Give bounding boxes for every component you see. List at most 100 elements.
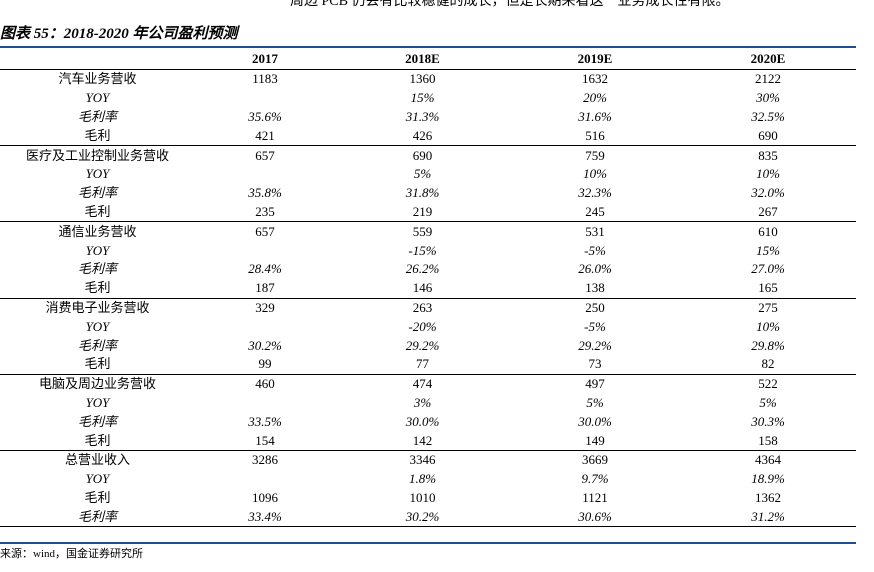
table-cell: 267: [680, 202, 856, 223]
table-cell: 77: [335, 354, 510, 375]
table-cell: 1360: [409, 71, 436, 87]
row-label: 毛利率: [77, 413, 117, 429]
table-cell: 142: [335, 431, 510, 451]
column-header: 2017: [195, 49, 335, 70]
table-cell: 3669: [582, 452, 608, 468]
table-cell: 31.8%: [405, 185, 440, 201]
source-note: 来源：wind，国金证券研究所: [0, 548, 143, 560]
table-cell: 250: [585, 299, 605, 315]
row-label: YOY: [85, 471, 110, 487]
table-row: YOY 3% 5% 5%: [0, 394, 856, 413]
row-label: 毛利: [0, 431, 195, 451]
table-cell: [195, 470, 335, 489]
bottom-rule: [0, 542, 856, 544]
table-cell: 1010: [409, 489, 436, 505]
row-label: YOY: [85, 242, 110, 258]
table-cell: 30.3%: [751, 413, 785, 429]
table-cell: 27.0%: [751, 261, 785, 277]
table-cell: 275: [758, 299, 778, 315]
table-cell: 30.2%: [248, 337, 282, 353]
table-cell: 29.8%: [751, 337, 785, 353]
row-label: 总营业收入: [64, 452, 130, 468]
top-rule: [0, 46, 856, 48]
table-cell: [195, 89, 335, 108]
table-cell: 32.3%: [578, 185, 612, 201]
table-cell: -5%: [584, 242, 606, 258]
table-cell: 5%: [759, 394, 777, 410]
table-row: 电脑及周边业务营收 460 474 497 522: [0, 374, 856, 393]
table-cell: [195, 394, 335, 413]
table-row: 消费电子业务营收 329 263 250 275: [0, 298, 856, 317]
table-cell: 497: [585, 376, 605, 392]
table-cell: 690: [680, 126, 856, 147]
table-row: YOY 5% 10% 10%: [0, 165, 856, 184]
table-cell: 15%: [756, 242, 780, 258]
table-cell: 10%: [756, 318, 780, 334]
table-header-row: 2017 2018E 2019E 2020E: [0, 49, 856, 70]
table-row: 毛利 154 142 149 158: [0, 431, 856, 451]
table-cell: 149: [510, 431, 680, 451]
table-cell: 82: [680, 354, 856, 375]
table-row: 毛利 187 146 138 165: [0, 278, 856, 299]
row-label: YOY: [85, 90, 110, 106]
table-cell: 30.2%: [335, 507, 510, 528]
table-cell: 26.0%: [578, 261, 612, 277]
table-cell: 690: [412, 147, 433, 163]
table-cell: 329: [255, 299, 275, 315]
row-label: 毛利率: [0, 507, 195, 528]
table-cell: 28.4%: [248, 261, 282, 277]
table-cell: 1.8%: [408, 471, 437, 487]
row-label: 通信业务营收: [58, 223, 137, 239]
row-label: 毛利率: [77, 108, 117, 124]
table-cell: 235: [195, 202, 335, 223]
table-row: YOY 15% 20% 30%: [0, 89, 856, 108]
table-cell: 154: [195, 431, 335, 451]
table-row: 毛利率 33.5% 30.0% 30.0% 30.3%: [0, 412, 856, 431]
table-cell: 759: [585, 147, 605, 163]
table-cell: 263: [412, 299, 433, 315]
row-label: 医疗及工业控制业务营收: [25, 147, 169, 163]
table-cell: 835: [758, 147, 778, 163]
table-cell: 99: [195, 354, 335, 375]
table-cell: 3286: [252, 452, 278, 468]
table-cell: -20%: [408, 318, 437, 334]
table-row: 毛利率 28.4% 26.2% 26.0% 27.0%: [0, 260, 856, 279]
table-cell: 30.0%: [578, 413, 612, 429]
table-cell: 3%: [413, 394, 432, 410]
table-cell: 421: [195, 126, 335, 147]
table-cell: 73: [510, 354, 680, 375]
table-cell: 29.2%: [405, 337, 440, 353]
table-cell: 559: [412, 223, 433, 239]
row-label: 毛利率: [77, 261, 117, 277]
table-cell: 10%: [583, 166, 607, 182]
row-label: 毛利: [0, 278, 195, 299]
table-cell: 522: [758, 376, 778, 392]
table-row: 毛利 235 219 245 267: [0, 202, 856, 223]
table-cell: [195, 317, 335, 336]
table-row: 毛利 99 77 73 82: [0, 354, 856, 375]
table-cell: 245: [510, 202, 680, 223]
table-cell: 426: [335, 126, 510, 147]
table-row: 医疗及工业控制业务营收 657 690 759 835: [0, 146, 856, 165]
table-cell: 5%: [586, 394, 604, 410]
table-cell: 531: [585, 223, 605, 239]
table-cell: 31.6%: [578, 108, 612, 124]
table-cell: 1183: [252, 71, 278, 87]
table-cell: 610: [758, 223, 778, 239]
row-label: YOY: [85, 394, 110, 410]
column-header: 2020E: [680, 49, 856, 70]
table-row: 毛利 421 426 516 690: [0, 126, 856, 147]
table-cell: 20%: [583, 90, 607, 106]
table-cell: -5%: [584, 318, 606, 334]
table-cell: 32.5%: [751, 108, 785, 124]
table-cell: 30%: [756, 90, 780, 106]
table-cell: 4364: [755, 452, 781, 468]
column-header: 2018E: [335, 49, 510, 70]
table-row: 毛利率 33.4% 30.2% 30.6% 31.2%: [0, 507, 856, 528]
table-cell: 18.9%: [751, 471, 785, 487]
table-cell: -15%: [408, 242, 437, 258]
table-row: 毛利率 35.8% 31.8% 32.3% 32.0%: [0, 184, 856, 203]
table-cell: 1121: [582, 489, 608, 505]
table-cell: 2122: [755, 71, 781, 87]
table-cell: 9.7%: [581, 471, 609, 487]
